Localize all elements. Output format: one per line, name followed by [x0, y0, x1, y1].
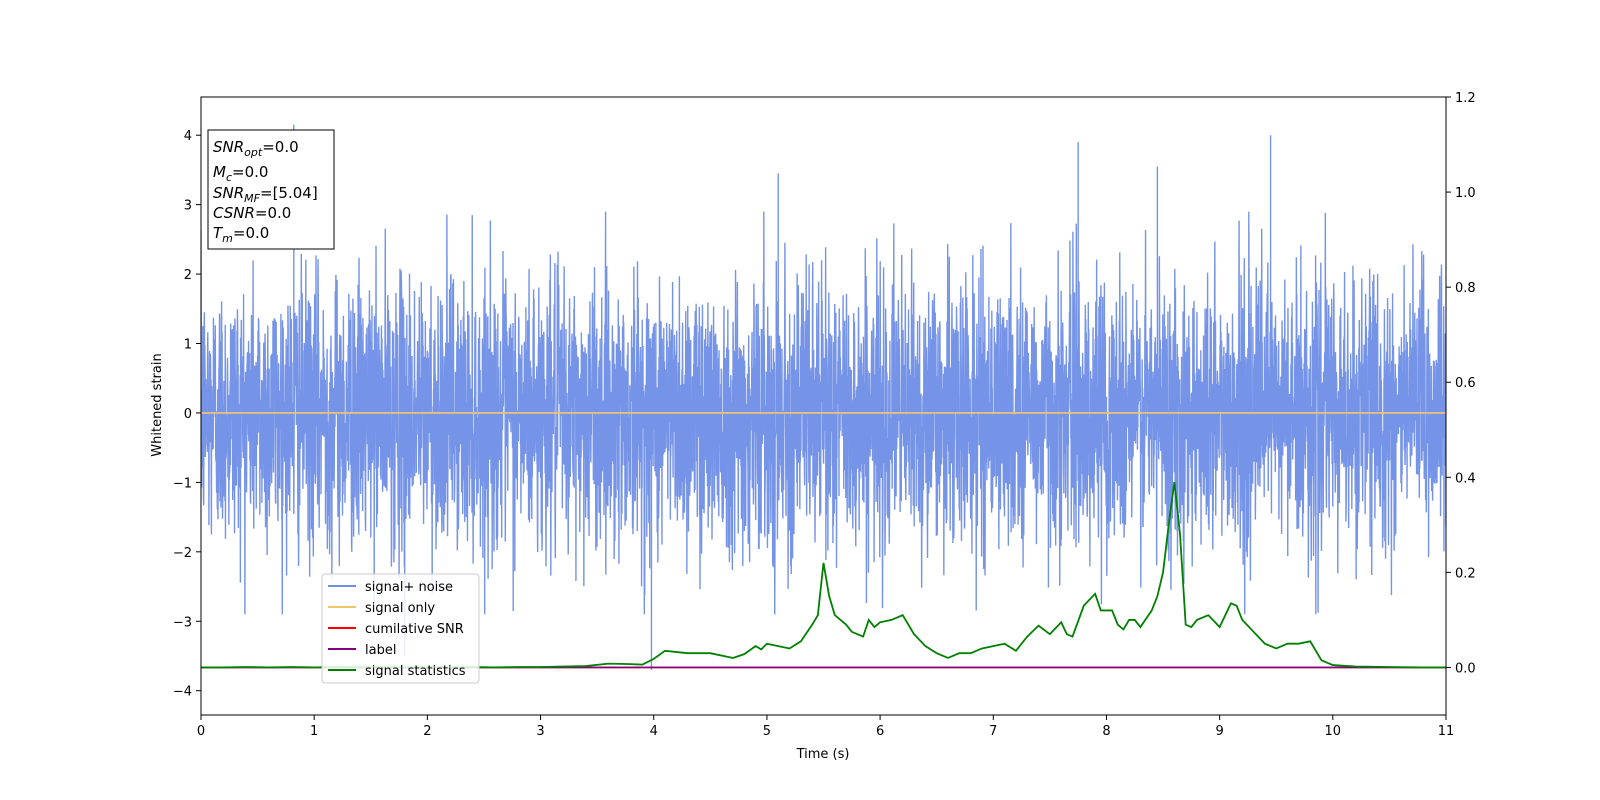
x-tick-label: 9: [1215, 724, 1223, 739]
y-left-tick-label: 1: [184, 338, 192, 353]
axes-frame: [200, 96, 1447, 716]
y-left-tick-label: 2: [184, 268, 192, 283]
y-left-tick-label: 3: [184, 199, 192, 214]
x-tick-label: 0: [197, 724, 205, 739]
info-box-frame: [207, 129, 335, 250]
x-tick-label: 3: [536, 724, 544, 739]
plot-area: [201, 124, 1446, 670]
y-right-tick-label: 1.2: [1455, 91, 1476, 106]
x-tick-label: 5: [763, 724, 771, 739]
legend-label: signal statistics: [365, 664, 466, 679]
x-tick-label: 8: [1102, 724, 1110, 739]
legend-label: signal only: [365, 601, 435, 616]
x-tick-label: 2: [423, 724, 431, 739]
y-left-tick-label: 0: [184, 407, 192, 422]
y-left-tick-label: −3: [173, 615, 192, 630]
x-tick-label: 11: [1438, 724, 1455, 739]
legend-label: signal+ noise: [365, 580, 453, 595]
x-tick-label: 1: [310, 724, 318, 739]
x-tick-label: 6: [876, 724, 884, 739]
legend-label: cumilative SNR: [365, 622, 464, 637]
x-axis-label: Time (s): [796, 747, 850, 762]
y-right-tick-label: 0.2: [1455, 566, 1476, 581]
legend-label: label: [365, 643, 396, 658]
axes: 0 1 2 3 4 5 6 7 8 9 10 11 −4 −3 −2 −1 0 1 2 3 4 0.0 0.2 0.4 0.6 0…: [173, 91, 1476, 739]
series-signal-statistics-line: [201, 481, 1446, 669]
y-right-tick-label: 1.0: [1455, 186, 1476, 201]
y-right-tick-label: 0.4: [1455, 471, 1476, 486]
legend-frame: [321, 573, 480, 684]
info-line: Tm=0.0: [213, 224, 269, 245]
series-signal-noise-line: [201, 124, 1446, 670]
info-line: SNRMF=[5.04]: [213, 184, 318, 205]
y-left-tick-label: 4: [184, 129, 192, 144]
x-tick-label: 4: [650, 724, 658, 739]
y-left-tick-label: −1: [173, 476, 192, 491]
y-left-tick-label: −2: [173, 546, 192, 561]
x-tick-label: 10: [1325, 724, 1342, 739]
info-line: CSNR=0.0: [213, 204, 291, 222]
series-group: [201, 124, 1446, 670]
x-tick-label: 7: [989, 724, 997, 739]
info-line: Mc=0.0: [213, 163, 268, 184]
y-right-tick-label: 0.6: [1455, 376, 1476, 391]
y-left-tick-label: −4: [173, 685, 192, 700]
y-right-tick-label: 0.0: [1455, 661, 1476, 676]
info-line: SNRopt=0.0: [213, 138, 299, 159]
legend: signal+ noise signal only cumilative SNR la…: [321, 573, 480, 684]
y-axis-label: Whitened strain: [150, 353, 165, 456]
y-right-tick-label: 0.8: [1455, 281, 1476, 296]
